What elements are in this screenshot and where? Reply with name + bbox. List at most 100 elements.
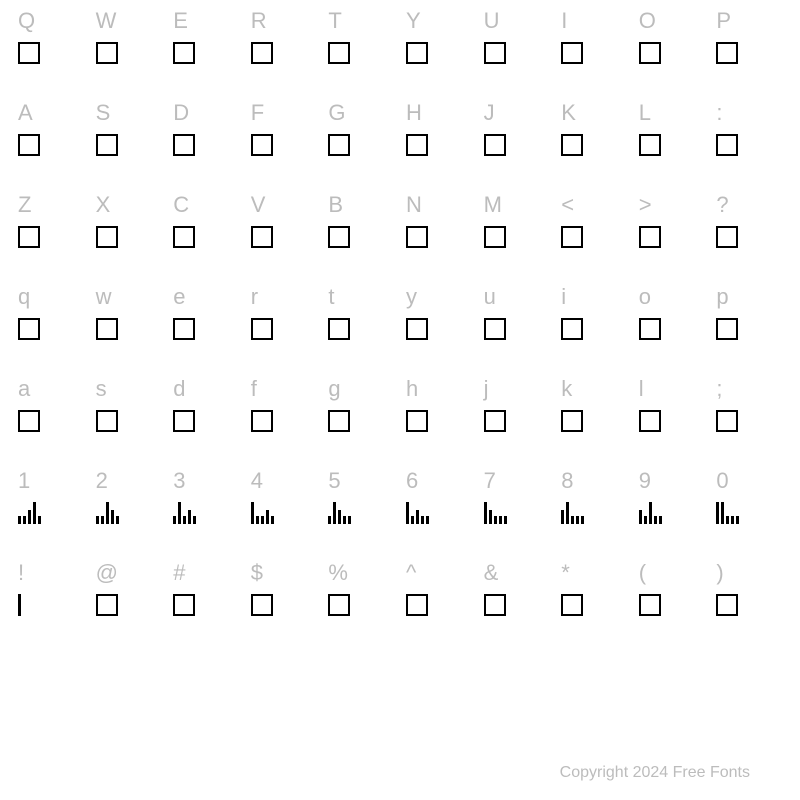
missing-glyph-box: [328, 42, 350, 64]
missing-glyph-box: [18, 42, 40, 64]
char-cell: I: [555, 4, 633, 96]
barcode-glyph: [639, 502, 662, 524]
char-label: 3: [173, 468, 185, 494]
char-label: !: [18, 560, 24, 586]
char-label: G: [328, 100, 345, 126]
char-label: t: [328, 284, 334, 310]
char-label: J: [484, 100, 495, 126]
barcode-glyph: [251, 502, 274, 524]
char-cell: A: [12, 96, 90, 188]
missing-glyph-box: [251, 134, 273, 156]
char-label: @: [96, 560, 118, 586]
missing-glyph-box: [639, 134, 661, 156]
char-cell: 8: [555, 464, 633, 556]
missing-glyph-box: [484, 226, 506, 248]
missing-glyph-box: [639, 594, 661, 616]
char-cell: w: [90, 280, 168, 372]
char-cell: r: [245, 280, 323, 372]
char-label: r: [251, 284, 258, 310]
missing-glyph-box: [716, 134, 738, 156]
char-cell: (: [633, 556, 711, 648]
missing-glyph-box: [484, 594, 506, 616]
char-cell: O: [633, 4, 711, 96]
char-cell: 2: [90, 464, 168, 556]
missing-glyph-box: [328, 594, 350, 616]
char-label: S: [96, 100, 111, 126]
missing-glyph-box: [639, 318, 661, 340]
char-cell: o: [633, 280, 711, 372]
char-cell: u: [478, 280, 556, 372]
char-cell: G: [322, 96, 400, 188]
missing-glyph-box: [561, 226, 583, 248]
char-cell: 5: [322, 464, 400, 556]
char-label: :: [716, 100, 722, 126]
missing-glyph-box: [96, 318, 118, 340]
char-cell: s: [90, 372, 168, 464]
char-label: 1: [18, 468, 30, 494]
char-cell: 1: [12, 464, 90, 556]
char-label: (: [639, 560, 646, 586]
char-label: i: [561, 284, 566, 310]
char-cell: Y: [400, 4, 478, 96]
char-cell: W: [90, 4, 168, 96]
missing-glyph-box: [406, 318, 428, 340]
char-cell: j: [478, 372, 556, 464]
char-label: *: [561, 560, 570, 586]
char-label: M: [484, 192, 502, 218]
char-label: I: [561, 8, 567, 34]
char-label: 4: [251, 468, 263, 494]
barcode-glyph: [406, 502, 429, 524]
char-cell: i: [555, 280, 633, 372]
char-label: 2: [96, 468, 108, 494]
char-label: w: [96, 284, 112, 310]
font-character-grid: QWERTYUIOPASDFGHJKL:ZXCVBNM<>?qwertyuiop…: [0, 0, 800, 800]
char-label: p: [716, 284, 728, 310]
missing-glyph-box: [716, 226, 738, 248]
barcode-glyph: [173, 502, 196, 524]
missing-glyph-box: [484, 42, 506, 64]
missing-glyph-box: [561, 42, 583, 64]
barcode-glyph: [484, 502, 507, 524]
char-cell: @: [90, 556, 168, 648]
char-label: 7: [484, 468, 496, 494]
char-cell: ^: [400, 556, 478, 648]
char-cell: h: [400, 372, 478, 464]
barcode-glyph: [96, 502, 119, 524]
char-label: Y: [406, 8, 421, 34]
char-cell: S: [90, 96, 168, 188]
char-cell: V: [245, 188, 323, 280]
char-label: j: [484, 376, 489, 402]
missing-glyph-box: [96, 594, 118, 616]
char-label: l: [639, 376, 644, 402]
missing-glyph-box: [173, 42, 195, 64]
char-label: k: [561, 376, 572, 402]
char-cell: l: [633, 372, 711, 464]
missing-glyph-box: [328, 134, 350, 156]
missing-glyph-box: [173, 594, 195, 616]
char-cell: $: [245, 556, 323, 648]
char-cell: #: [167, 556, 245, 648]
barcode-glyph: [716, 502, 739, 524]
char-label: V: [251, 192, 266, 218]
char-cell: J: [478, 96, 556, 188]
char-cell: q: [12, 280, 90, 372]
char-cell: L: [633, 96, 711, 188]
char-cell: p: [710, 280, 788, 372]
barcode-glyph: [328, 502, 351, 524]
char-cell: g: [322, 372, 400, 464]
char-label: d: [173, 376, 185, 402]
char-label: E: [173, 8, 188, 34]
char-label: y: [406, 284, 417, 310]
char-label: s: [96, 376, 107, 402]
char-cell: y: [400, 280, 478, 372]
char-cell: a: [12, 372, 90, 464]
char-cell: 3: [167, 464, 245, 556]
char-cell: 7: [478, 464, 556, 556]
char-cell: C: [167, 188, 245, 280]
char-label: >: [639, 192, 652, 218]
char-label: X: [96, 192, 111, 218]
char-cell: *: [555, 556, 633, 648]
char-label: T: [328, 8, 341, 34]
char-label: N: [406, 192, 422, 218]
char-label: 5: [328, 468, 340, 494]
